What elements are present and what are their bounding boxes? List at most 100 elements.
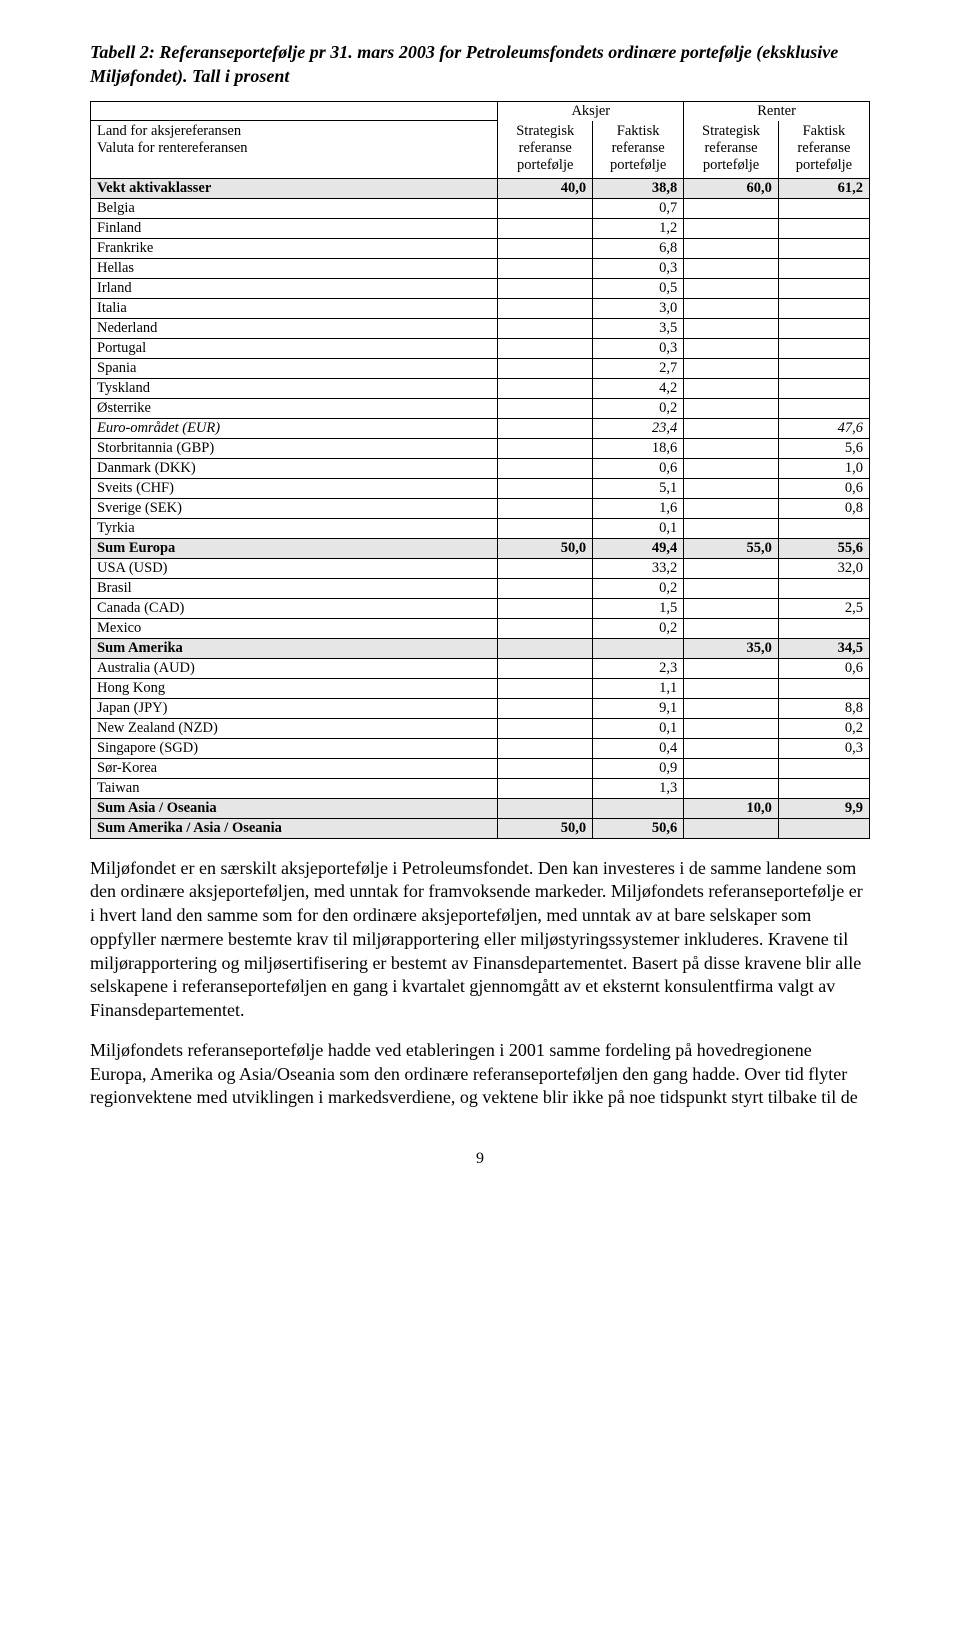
row-value: [498, 418, 593, 438]
table-row: Storbritannia (GBP)18,65,6: [91, 438, 870, 458]
row-value: [778, 238, 869, 258]
row-label: Tyskland: [91, 378, 498, 398]
row-value: [498, 338, 593, 358]
row-value: 40,0: [498, 178, 593, 198]
row-value: [778, 298, 869, 318]
row-value: [498, 318, 593, 338]
row-value: [498, 678, 593, 698]
row-label: Italia: [91, 298, 498, 318]
table-row: Tyskland 4,2: [91, 378, 870, 398]
row-value: [684, 338, 779, 358]
row-value: [778, 678, 869, 698]
row-value: 2,5: [778, 598, 869, 618]
table-row: Frankrike 6,8: [91, 238, 870, 258]
row-value: [778, 818, 869, 838]
row-value: 1,5: [593, 598, 684, 618]
row-value: [684, 618, 779, 638]
row-value: [684, 598, 779, 618]
table-row: Finland1,2: [91, 218, 870, 238]
row-value: [684, 218, 779, 238]
row-value: [684, 658, 779, 678]
table-row: Sveits (CHF)5,10,6: [91, 478, 870, 498]
row-value: [684, 558, 779, 578]
table-row: Tyrkia0,1: [91, 518, 870, 538]
row-value: [498, 218, 593, 238]
row-value: 0,7: [593, 198, 684, 218]
row-value: [684, 258, 779, 278]
row-value: 5,1: [593, 478, 684, 498]
row-value: [498, 398, 593, 418]
row-value: [778, 278, 869, 298]
header-empty: [91, 101, 498, 121]
row-value: 1,0: [778, 458, 869, 478]
row-label: USA (USD): [91, 558, 498, 578]
reference-portfolio-table: Aksjer Renter Land for aksjereferansen V…: [90, 101, 870, 839]
row-value: [684, 418, 779, 438]
row-value: [498, 798, 593, 818]
row-value: [498, 518, 593, 538]
row-value: 23,4: [593, 418, 684, 438]
row-value: [684, 458, 779, 478]
row-value: 4,2: [593, 378, 684, 398]
row-label: Sveits (CHF): [91, 478, 498, 498]
row-value: [498, 238, 593, 258]
row-value: 6,8: [593, 238, 684, 258]
row-value: [778, 358, 869, 378]
page-number: 9: [90, 1150, 870, 1168]
row-value: 0,3: [593, 258, 684, 278]
row-label: Østerrike: [91, 398, 498, 418]
table-row: Nederland3,5: [91, 318, 870, 338]
row-value: [498, 438, 593, 458]
row-value: 0,1: [593, 518, 684, 538]
row-value: [498, 358, 593, 378]
row-label: Euro-området (EUR): [91, 418, 498, 438]
row-value: 34,5: [778, 638, 869, 658]
row-label: Portugal: [91, 338, 498, 358]
row-value: 5,6: [778, 438, 869, 458]
table-row: Euro-området (EUR) 23,4 47,6: [91, 418, 870, 438]
table-row: Spania2,7: [91, 358, 870, 378]
row-value: [684, 198, 779, 218]
row-value: [684, 378, 779, 398]
row-label: Hong Kong: [91, 678, 498, 698]
row-value: 0,1: [593, 718, 684, 738]
row-value: 1,6: [593, 498, 684, 518]
table-row: Hong Kong1,1: [91, 678, 870, 698]
table-row: Sum Amerika35,034,5: [91, 638, 870, 658]
table-row: Singapore (SGD)0,40,3: [91, 738, 870, 758]
row-label: Finland: [91, 218, 498, 238]
row-value: 3,0: [593, 298, 684, 318]
row-value: 0,2: [593, 618, 684, 638]
row-value: [684, 518, 779, 538]
row-label: Mexico: [91, 618, 498, 638]
row-value: 0,6: [593, 458, 684, 478]
row-label: Sum Asia / Oseania: [91, 798, 498, 818]
row-value: [498, 778, 593, 798]
row-label: Singapore (SGD): [91, 738, 498, 758]
row-value: 0,6: [778, 658, 869, 678]
table-row: Sum Amerika / Asia / Oseania50,050,6: [91, 818, 870, 838]
row-value: [684, 698, 779, 718]
row-label: Taiwan: [91, 778, 498, 798]
row-value: [684, 358, 779, 378]
row-value: [684, 818, 779, 838]
row-label: Vekt aktivaklasser: [91, 178, 498, 198]
body-paragraph-2: Miljøfondets referanseportefølje hadde v…: [90, 1039, 870, 1110]
row-value: [498, 638, 593, 658]
row-value: [498, 758, 593, 778]
row-value: 60,0: [684, 178, 779, 198]
header-label-line2: Valuta for rentereferansen: [97, 140, 248, 156]
row-label: Australia (AUD): [91, 658, 498, 678]
row-label: Frankrike: [91, 238, 498, 258]
table-row: Taiwan1,3: [91, 778, 870, 798]
row-label: Sør-Korea: [91, 758, 498, 778]
row-value: [498, 478, 593, 498]
body-paragraph-1: Miljøfondet er en særskilt aksjeporteføl…: [90, 857, 870, 1023]
row-value: [684, 678, 779, 698]
row-value: [684, 578, 779, 598]
row-value: [684, 298, 779, 318]
row-value: [498, 598, 593, 618]
row-value: 47,6: [778, 418, 869, 438]
table-row: Portugal0,3: [91, 338, 870, 358]
table-row: Vekt aktivaklasser40,038,860,061,2: [91, 178, 870, 198]
